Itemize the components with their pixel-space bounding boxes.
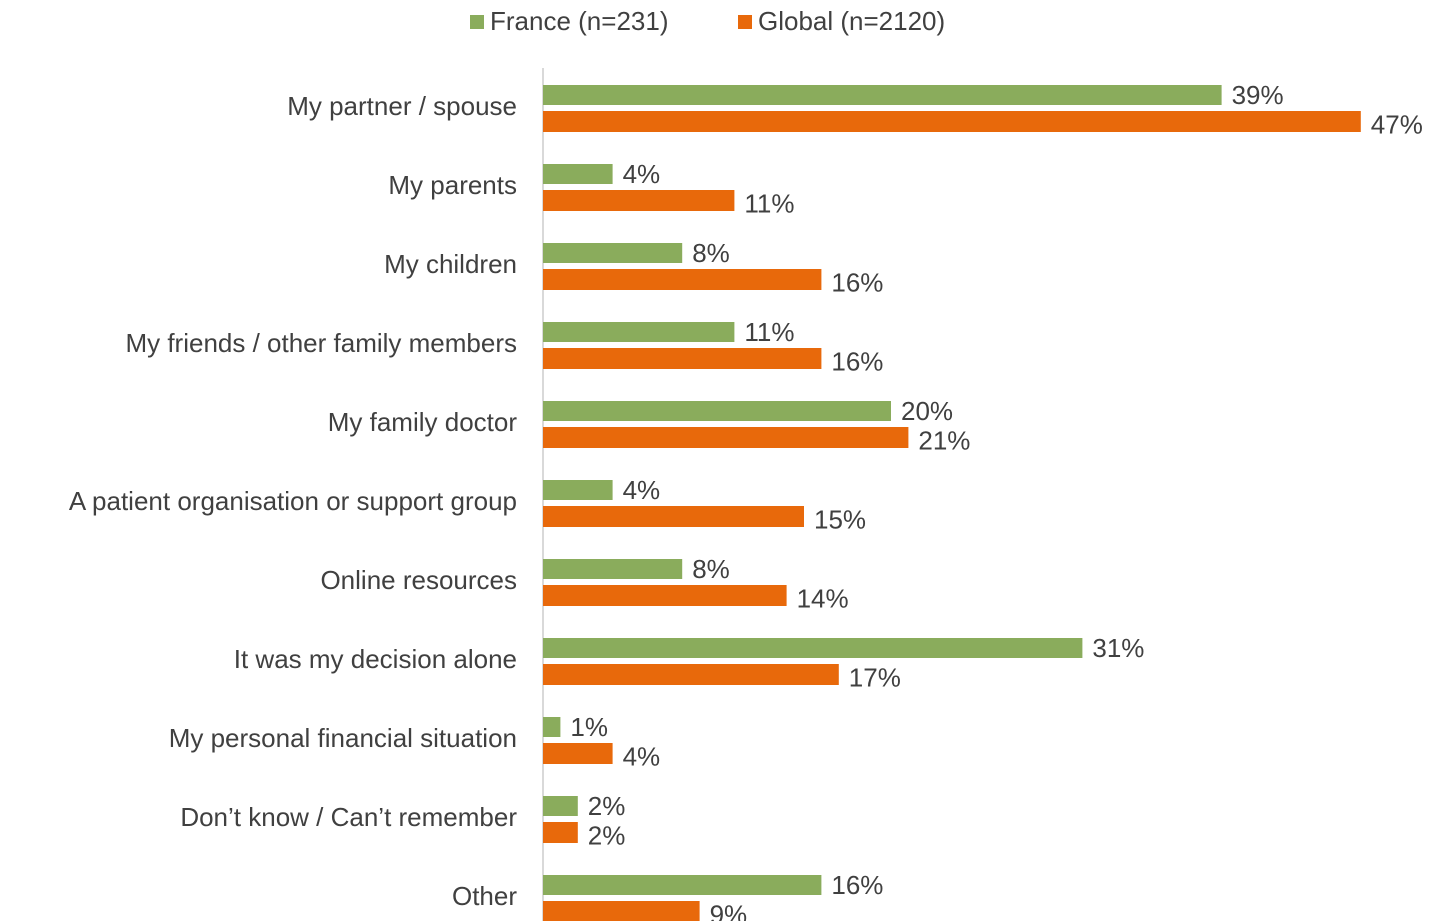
- bar: [543, 190, 735, 211]
- data-label: 1%: [570, 712, 608, 742]
- data-label: 2%: [588, 820, 626, 850]
- bar: [543, 427, 909, 448]
- data-label: 11%: [744, 317, 794, 347]
- data-label: 4%: [623, 475, 661, 505]
- bar: [543, 875, 822, 895]
- category-label: A patient organisation or support group: [69, 486, 517, 516]
- bar: [543, 480, 613, 500]
- bar: [543, 269, 822, 290]
- bar: [543, 585, 787, 606]
- data-label: 16%: [831, 346, 883, 376]
- bar: [543, 717, 561, 737]
- data-label: 14%: [797, 583, 849, 613]
- category-label: It was my decision alone: [234, 644, 517, 674]
- bar: [543, 559, 683, 579]
- bar: [543, 111, 1361, 132]
- legend-swatch: [738, 15, 752, 29]
- bar: [543, 743, 613, 764]
- category-label: Other: [452, 881, 517, 911]
- bar: [543, 348, 822, 369]
- data-label: 17%: [849, 662, 901, 692]
- bar: [543, 85, 1222, 105]
- bar: [543, 664, 839, 685]
- category-label: My parents: [388, 170, 517, 200]
- bar: [543, 164, 613, 184]
- bar: [543, 638, 1083, 658]
- data-label: 4%: [623, 741, 661, 771]
- data-label: 31%: [1092, 633, 1144, 663]
- data-label: 4%: [623, 159, 661, 189]
- bar: [543, 243, 683, 263]
- bar: [543, 401, 891, 421]
- legend-label: France (n=231): [490, 6, 668, 36]
- legend-swatch: [470, 15, 484, 29]
- bar: [543, 506, 804, 527]
- data-label: 16%: [831, 870, 883, 900]
- category-label: Online resources: [320, 565, 517, 595]
- bar: [543, 822, 578, 843]
- bar: [543, 322, 735, 342]
- data-label: 11%: [744, 188, 794, 218]
- data-label: 15%: [814, 504, 866, 534]
- data-label: 16%: [831, 267, 883, 297]
- bar: [543, 901, 700, 921]
- data-label: 8%: [692, 554, 730, 584]
- data-label: 20%: [901, 396, 953, 426]
- bar: [543, 796, 578, 816]
- legend-label: Global (n=2120): [758, 6, 945, 36]
- data-label: 21%: [918, 425, 970, 455]
- data-label: 9%: [710, 899, 748, 921]
- data-label: 2%: [588, 791, 626, 821]
- category-label: My personal financial situation: [169, 723, 517, 753]
- data-label: 39%: [1232, 80, 1284, 110]
- category-label: My partner / spouse: [287, 91, 517, 121]
- category-label: Don’t know / Can’t remember: [180, 802, 517, 832]
- category-label: My friends / other family members: [125, 328, 517, 358]
- data-label: 47%: [1371, 109, 1423, 139]
- data-label: 8%: [692, 238, 730, 268]
- category-label: My children: [384, 249, 517, 279]
- category-label: My family doctor: [328, 407, 518, 437]
